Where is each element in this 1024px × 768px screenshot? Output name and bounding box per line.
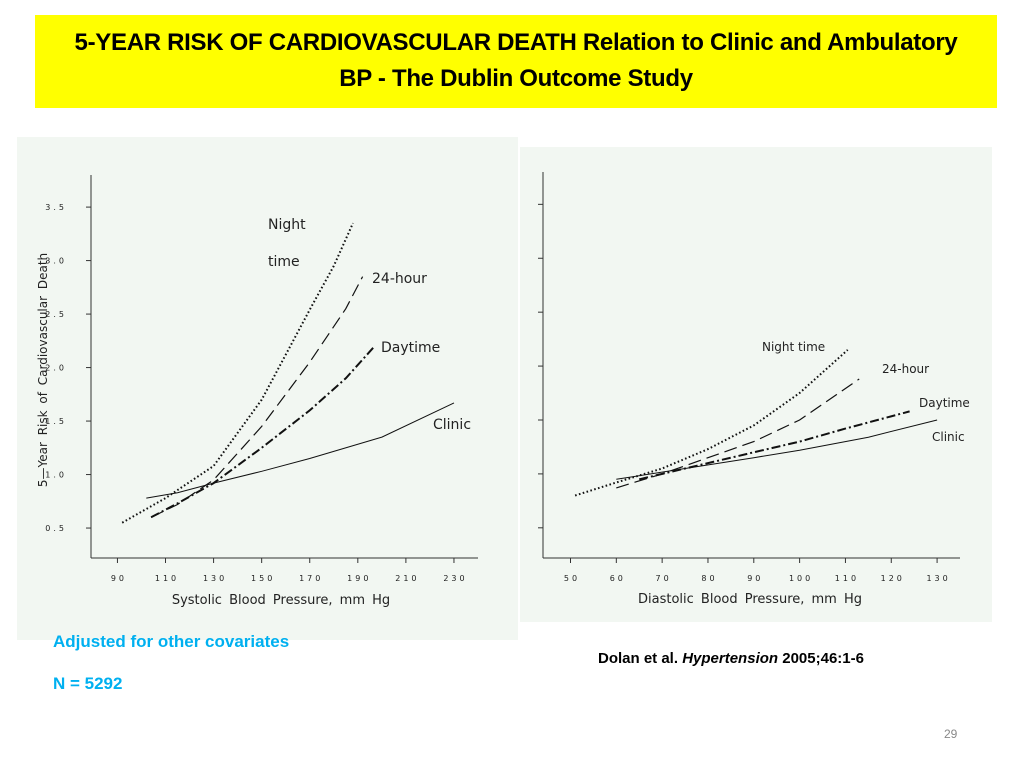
x-tick-label: 230 [443,574,467,583]
citation-authors: Dolan et al. [598,650,679,667]
x-tick-label: 100 [789,574,813,583]
y-tick-label: 3.0 [45,257,67,266]
x-tick-label: 80 [701,574,717,583]
x-axis-title: Diastolic Blood Pressure, mm Hg [638,592,862,607]
citation-journal: Hypertension [682,650,779,667]
x-tick-label: 70 [656,574,672,583]
series-line [616,378,860,489]
y-axis-title: 5—Year Risk of Cardiovascular Death [36,253,50,487]
x-tick-label: 110 [155,574,179,583]
series-label: Daytime [919,396,970,410]
slide-title: 5-YEAR RISK OF CARDIOVASCULAR DEATH Rela… [35,15,997,108]
y-tick-label: 1.5 [45,417,67,426]
x-tick-label: 90 [111,574,127,583]
series-label: Clinic [433,417,472,433]
series-line [574,349,849,497]
x-tick-label: 130 [203,574,227,583]
series-label: Daytime [381,340,441,356]
x-tick-label: 130 [926,574,950,583]
x-tick-label: 120 [881,574,905,583]
x-tick-label: 210 [395,574,419,583]
left-panel [17,137,518,640]
x-tick-label: 90 [747,574,763,583]
series-label: 24-hour [372,271,427,287]
y-tick-label: 1.0 [45,471,67,480]
x-tick-label: 110 [835,574,859,583]
x-tick-label: 50 [564,574,580,583]
series-label: Night time [762,340,826,354]
series-line [150,345,376,519]
series-line [121,222,354,524]
page-number: 29 [944,727,958,741]
y-tick-label: 2.0 [45,364,67,373]
x-tick-label: 60 [610,574,626,583]
series-label: Clinic [932,430,965,444]
x-tick-label: 150 [251,574,275,583]
series-line [638,410,910,481]
series-line [146,402,455,499]
y-tick-label: 0.5 [45,524,67,533]
right-panel [520,147,992,622]
series-label: Night time [268,217,306,270]
x-tick-label: 170 [299,574,323,583]
citation-reference: 2005;46:1-6 [782,650,864,667]
series-label: 24-hour [882,362,930,376]
citation: Dolan et al. Hypertension 2005;46:1-6 [598,650,864,667]
x-axis-title: Systolic Blood Pressure, mm Hg [172,593,390,608]
systolic-chart: 0.5 1.0 1.5 2.0 2.5 3.0 3.5 90 110 130 150 170 190 21… [36,175,478,608]
note: Adjusted for other covariates [53,632,290,651]
y-tick-label: 3.5 [45,203,67,212]
note: N = 5292 [53,674,123,693]
series-line [616,419,938,480]
x-tick-label: 190 [347,574,371,583]
y-tick-label: 2.5 [45,310,67,319]
